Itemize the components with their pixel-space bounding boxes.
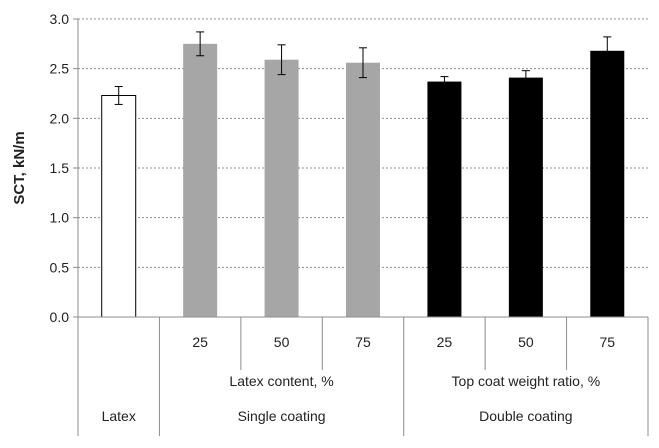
subgroup-label: Top coat weight ratio, % bbox=[452, 373, 601, 389]
error-bars bbox=[114, 31, 612, 105]
subgroup-label: Latex content, % bbox=[229, 373, 333, 389]
y-tick-label: 0.5 bbox=[50, 259, 70, 275]
category-label: 75 bbox=[355, 334, 371, 350]
category-label: 25 bbox=[192, 334, 208, 350]
y-tick-label: 0.0 bbox=[50, 309, 70, 325]
category-axis: 25 50 75 25 50 75 Latex content, % Top coat wei… bbox=[77, 317, 649, 436]
bar bbox=[427, 81, 462, 317]
y-axis-title: SCT, kN/m bbox=[11, 131, 28, 204]
y-tick-label: 1.5 bbox=[50, 160, 70, 176]
axes bbox=[73, 18, 648, 318]
y-tick-labels: 0.0 0.5 1.0 1.5 2.0 2.5 3.0 bbox=[50, 11, 70, 325]
bar bbox=[346, 62, 380, 317]
group-label: Double coating bbox=[479, 408, 572, 424]
category-label: 25 bbox=[437, 334, 453, 350]
bar bbox=[508, 77, 543, 318]
group-label: Single coating bbox=[238, 408, 326, 424]
category-label: 75 bbox=[599, 334, 615, 350]
bar bbox=[264, 59, 299, 318]
y-tick-label: 1.0 bbox=[50, 210, 70, 226]
bar bbox=[183, 43, 218, 317]
y-tick-label: 2.5 bbox=[50, 61, 70, 77]
bar-series bbox=[101, 43, 625, 318]
category-label: 50 bbox=[518, 334, 534, 350]
bar bbox=[590, 50, 625, 317]
category-label: 50 bbox=[274, 334, 290, 350]
group-label: Latex bbox=[102, 408, 136, 424]
y-tick-label: 3.0 bbox=[50, 11, 70, 27]
y-tick-label: 2.0 bbox=[50, 110, 70, 126]
bar bbox=[101, 94, 137, 318]
